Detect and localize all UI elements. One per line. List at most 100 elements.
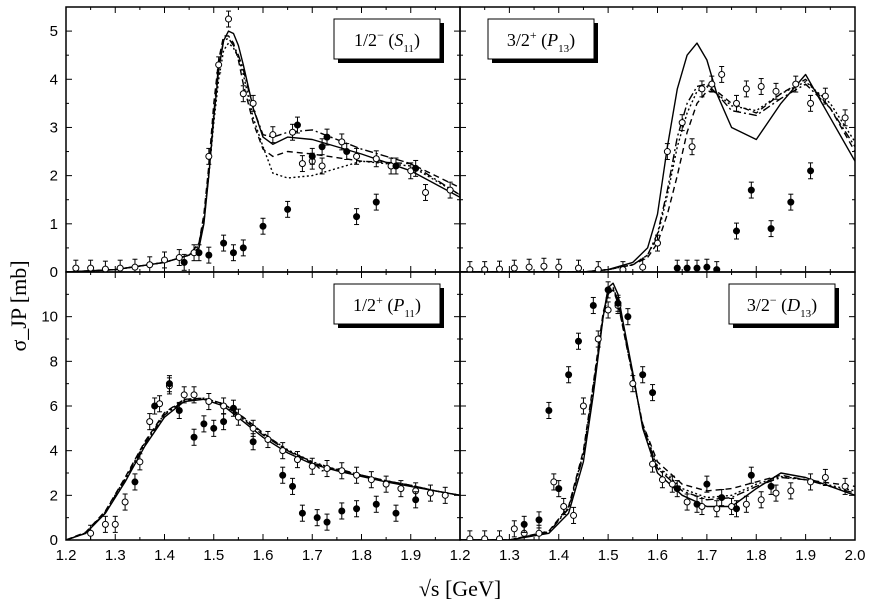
data-point-filled — [718, 494, 726, 502]
data-point-filled — [190, 433, 198, 441]
y-tick-label: 10 — [41, 309, 58, 326]
legend-label: 1/2+ (P11) — [353, 293, 421, 320]
data-point-open — [698, 85, 706, 93]
data-point-open — [841, 114, 849, 122]
data-point-open — [293, 456, 301, 464]
data-point-filled — [747, 186, 755, 194]
plot-area — [460, 42, 855, 272]
data-point-open — [787, 487, 795, 495]
data-point-filled — [555, 485, 563, 493]
x-tick-label: 2.0 — [845, 547, 866, 564]
data-point-filled — [589, 302, 597, 309]
data-point-open — [136, 458, 144, 466]
legend-label-part: + — [530, 28, 537, 42]
x-tick-label: 1.8 — [746, 547, 767, 564]
data-point-filled — [372, 500, 380, 508]
legend-label-part: 13 — [558, 43, 570, 55]
data-point-open — [481, 266, 489, 272]
legend-label-part: S — [394, 30, 403, 50]
data-point-open — [353, 471, 361, 479]
data-point-filled — [639, 371, 647, 379]
data-point-filled — [767, 225, 775, 233]
data-point-open — [101, 520, 109, 528]
legend-label-part: 11 — [403, 43, 414, 55]
x-tick-label: 1.6 — [647, 547, 668, 564]
data-point-filled — [649, 389, 657, 397]
curve-dash-dot — [66, 37, 460, 272]
data-point-filled — [298, 509, 306, 517]
data-point-open — [338, 467, 346, 475]
data-point-open — [422, 189, 430, 196]
panel-s11: 0 1 2 3 4 5 1/2− (S11) — [50, 6, 461, 281]
data-point-open — [821, 92, 829, 100]
data-point-open — [575, 264, 582, 272]
x-tick-label: 1.8 — [351, 547, 372, 564]
data-point-open — [264, 436, 272, 443]
data-point-filled — [220, 418, 228, 426]
legend-box — [487, 18, 595, 60]
x-tick-label: 1.5 — [203, 547, 224, 564]
y-tick-label: 5 — [50, 23, 58, 40]
data-point-filled — [151, 402, 159, 410]
y-axis-title: σ_JP [mb] — [6, 260, 31, 351]
curve-solid — [66, 398, 460, 540]
y-tick-label: 4 — [50, 443, 58, 460]
data-point-open — [146, 261, 154, 269]
data-point-open — [792, 80, 800, 88]
data-point-filled — [604, 286, 612, 294]
data-point-open — [190, 391, 198, 399]
data-point-filled — [180, 258, 188, 266]
data-point-open — [510, 264, 518, 272]
data-point-filled — [807, 167, 815, 175]
data-point-open — [560, 503, 568, 510]
legend-label-part: ) — [569, 30, 575, 51]
data-point-open — [249, 424, 257, 432]
legend-label-part: 13 — [800, 308, 812, 320]
data-point-filled — [412, 164, 420, 172]
data-point-filled — [293, 121, 301, 129]
legend-label-part: P — [392, 295, 404, 315]
data-point-filled — [713, 266, 721, 272]
data-point-open — [594, 266, 602, 272]
data-point-filled — [353, 505, 361, 513]
data-point-open — [87, 529, 95, 537]
data-point-open — [234, 413, 242, 421]
data-point-open — [466, 535, 474, 540]
data-point-filled — [210, 424, 218, 432]
data-point-filled — [353, 213, 361, 221]
data-point-open — [239, 90, 247, 98]
data-point-open — [718, 70, 726, 78]
data-point-filled — [733, 227, 740, 235]
data-point-filled — [693, 264, 701, 272]
data-point-filled — [249, 438, 257, 446]
data-point-open — [807, 99, 815, 107]
data-point-open — [540, 262, 548, 270]
data-point-open — [121, 498, 129, 506]
data-point-open — [663, 148, 671, 156]
data-point-open — [175, 254, 183, 262]
data-point-open — [446, 186, 454, 194]
data-point-filled — [412, 496, 420, 504]
data-point-filled — [392, 162, 400, 170]
data-point-filled — [338, 507, 346, 515]
y-tick-label: 0 — [50, 532, 58, 549]
x-tick-label: 1.4 — [154, 547, 175, 564]
curve-dotted — [460, 81, 855, 272]
panel-p13: 3/2+ (P13) — [459, 6, 856, 273]
data-point-open — [496, 265, 503, 272]
plot-area — [460, 281, 855, 540]
panel-d13: 1.2 1.3 1.4 1.5 1.6 1.7 1.8 1.9 2.0 3/2− (D13) — [450, 271, 866, 564]
curve-dotted — [460, 288, 855, 540]
legend-label-part: P — [546, 30, 558, 50]
legend-label: 1/2− (S11) — [354, 28, 420, 55]
data-point-filled — [624, 313, 632, 321]
data-point-open — [496, 535, 503, 540]
data-point-filled — [535, 516, 543, 524]
data-point-filled — [673, 264, 681, 272]
x-tick-label: 1.6 — [253, 547, 274, 564]
x-tick-label: 1.3 — [105, 547, 126, 564]
data-point-open — [308, 462, 316, 470]
data-point-open — [323, 465, 331, 473]
data-point-filled — [259, 222, 267, 230]
